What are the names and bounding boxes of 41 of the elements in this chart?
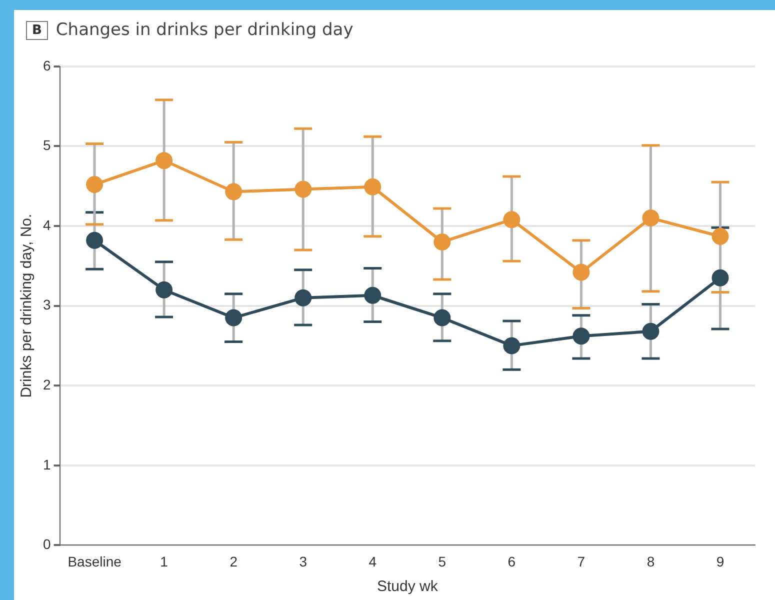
point <box>503 337 520 354</box>
y-tick-label: 5 <box>42 137 51 154</box>
point <box>434 309 451 326</box>
x-tick-label: 1 <box>160 553 168 570</box>
point <box>86 232 104 249</box>
x-tick-label: Baseline <box>68 553 122 570</box>
y-tick-label: 6 <box>42 57 51 74</box>
point <box>364 178 382 196</box>
x-tick-label: 9 <box>716 553 724 570</box>
point <box>225 309 242 326</box>
point <box>503 211 520 228</box>
text: B <box>26 20 48 40</box>
y-tick-label: 1 <box>42 456 51 472</box>
point <box>156 281 173 298</box>
y-tick-label: 0 <box>42 536 51 552</box>
x-tick-label: 2 <box>230 553 238 570</box>
x-tick-label: 4 <box>368 553 377 570</box>
x-axis-title: Study wk <box>376 578 438 596</box>
point <box>712 269 729 286</box>
x-tick-label: 8 <box>646 553 655 570</box>
x-tick-label: 5 <box>438 553 446 570</box>
x-tick-label: 3 <box>299 553 308 570</box>
point <box>642 322 660 340</box>
point <box>434 233 451 250</box>
point <box>364 286 382 304</box>
point <box>572 264 590 281</box>
y-tick-label: 2 <box>42 376 51 392</box>
y-tick-label: 4 <box>42 216 51 233</box>
point <box>294 289 312 306</box>
y-axis-title: Drinks per drinking day, No. <box>18 214 36 398</box>
point <box>86 176 104 194</box>
x-tick-label: 7 <box>577 553 586 570</box>
point <box>572 328 590 345</box>
point <box>294 180 312 198</box>
chart-title: Changes in drinks per drinking day <box>56 20 354 40</box>
point <box>225 183 242 200</box>
y-tick-label: 3 <box>42 296 51 313</box>
point <box>156 152 173 170</box>
point <box>642 210 660 227</box>
point <box>712 228 729 245</box>
x-tick-label: 6 <box>508 553 516 570</box>
